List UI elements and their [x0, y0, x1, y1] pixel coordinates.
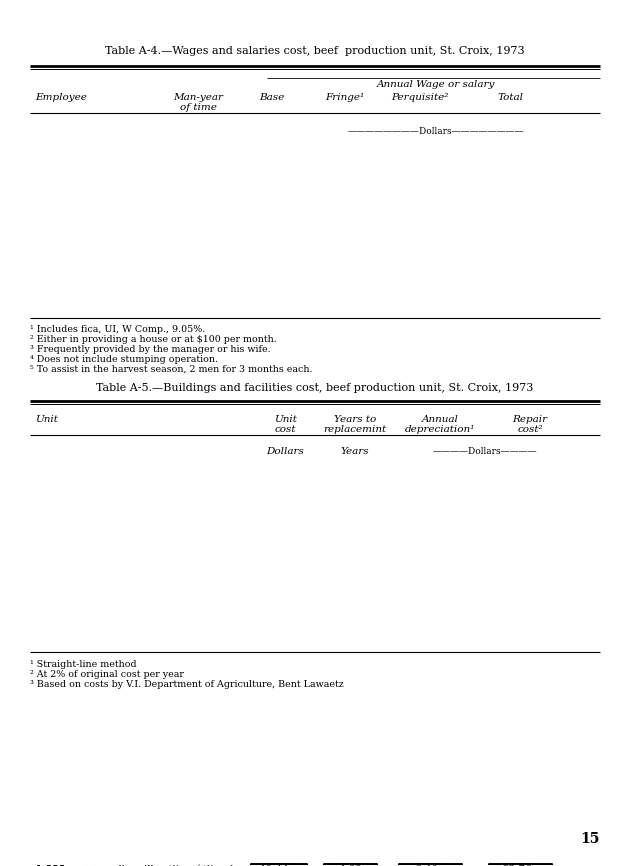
Text: Years: Years: [341, 447, 369, 456]
Text: depreciation¹: depreciation¹: [405, 425, 475, 434]
Text: replacemint: replacemint: [323, 425, 387, 434]
Text: Table A-4.—Wages and salaries cost, beef  production unit, St. Croix, 1973: Table A-4.—Wages and salaries cost, beef…: [105, 46, 525, 56]
Text: 15: 15: [581, 832, 600, 846]
Text: ³ Based on costs by V.I. Department of Agriculture, Bent Lawaetz: ³ Based on costs by V.I. Department of A…: [30, 680, 344, 689]
Text: ⁵ To assist in the harvest season, 2 men for 3 months each.: ⁵ To assist in the harvest season, 2 men…: [30, 365, 312, 374]
Text: ⁴ Does not include stumping operation.: ⁴ Does not include stumping operation.: [30, 355, 218, 364]
Text: Unit: Unit: [273, 415, 297, 424]
Text: 23.76: 23.76: [502, 865, 532, 866]
Text: Years to: Years to: [334, 415, 376, 424]
Text: ————Dollars————: ————Dollars————: [433, 447, 537, 456]
Text: Annual: Annual: [421, 415, 459, 424]
Text: cost: cost: [274, 425, 295, 434]
Text: Base: Base: [260, 93, 285, 102]
Text: Total: Total: [497, 93, 523, 102]
Text: ¹ Straight-line method: ¹ Straight-line method: [30, 660, 137, 669]
Text: Employee: Employee: [35, 93, 87, 102]
Text: 1,000-acre grazing-silage operation: ¹: 1,000-acre grazing-silage operation: ¹: [35, 865, 234, 866]
Text: Unit: Unit: [35, 415, 58, 424]
Text: ¹ Includes fica, UI, W Comp., 9.05%.: ¹ Includes fica, UI, W Comp., 9.05%.: [30, 325, 205, 334]
Text: Repair: Repair: [512, 415, 547, 424]
Text: Perquisite²: Perquisite²: [391, 93, 449, 102]
Text: ² Either in providing a house or at $100 per month.: ² Either in providing a house or at $100…: [30, 335, 277, 344]
Text: Dollars: Dollars: [266, 447, 304, 456]
Text: Annual Wage or salary: Annual Wage or salary: [377, 80, 495, 89]
Text: 1,000-acre grazing operation: ´: 1,000-acre grazing operation: ´: [35, 865, 200, 866]
Text: of time: of time: [180, 103, 217, 112]
Text: Table A-5.—Buildings and facilities cost, beef production unit, St. Croix, 1973: Table A-5.—Buildings and facilities cost…: [96, 383, 534, 393]
Text: 1,000-acre, grazing-silage operation:: 1,000-acre, grazing-silage operation:: [35, 865, 229, 866]
Text: 1,000-acre, grazing operation:: 1,000-acre, grazing operation:: [35, 865, 195, 866]
Text: Fringe¹: Fringe¹: [326, 93, 365, 102]
Text: 1.92: 1.92: [340, 865, 363, 866]
Text: ————————Dollars————————: ————————Dollars————————: [348, 127, 524, 136]
Text: ³ Frequently provided by the manager or his wife.: ³ Frequently provided by the manager or …: [30, 345, 271, 354]
Text: 19.44: 19.44: [260, 865, 290, 866]
Text: ² At 2% of original cost per year: ² At 2% of original cost per year: [30, 670, 184, 679]
Text: 2.40: 2.40: [415, 865, 438, 866]
Text: Man-year: Man-year: [173, 93, 223, 102]
Text: cost²: cost²: [517, 425, 543, 434]
